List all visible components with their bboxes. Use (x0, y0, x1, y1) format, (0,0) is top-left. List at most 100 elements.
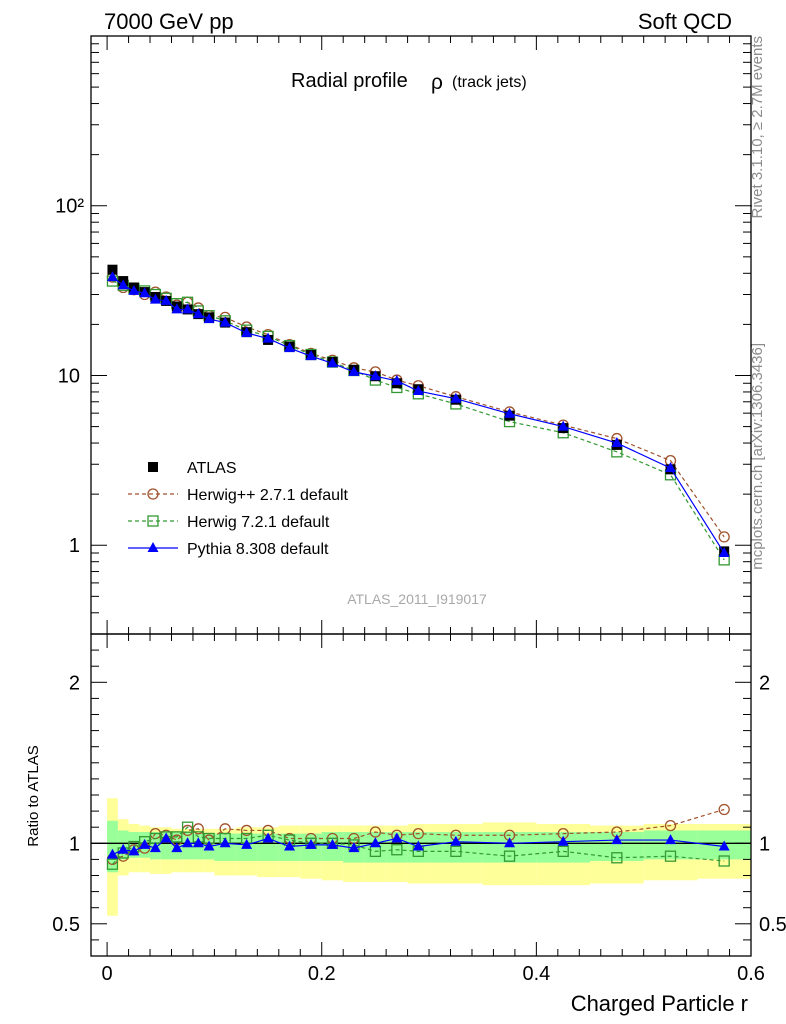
pythia-ratio-point (450, 835, 462, 846)
pythia-point (160, 294, 172, 305)
pythia-ratio-point (326, 838, 338, 849)
legend-entry-atlas: ATLAS (187, 460, 237, 477)
pythia-ratio-point (139, 838, 151, 849)
pythia-ratio-point (106, 848, 118, 859)
pythia-point (106, 271, 118, 282)
mcplots-label: mcplots.cern.ch [arXiv:1306.3436] (749, 343, 766, 570)
pythia-ratio-point (117, 843, 129, 854)
legend-entry-pythia: Pythia 8.308 default (187, 541, 329, 558)
ratio-frame (90, 633, 752, 957)
analysis-watermark: ATLAS_2011_I919017 (347, 591, 487, 607)
pythia-point (326, 357, 338, 368)
pythia-ratio-point (262, 832, 274, 843)
pythia-point (369, 370, 381, 381)
x-tick-label: 0.2 (308, 963, 336, 985)
herwig7-ratio-point (171, 831, 183, 843)
y-tick-label: 1 (69, 535, 80, 557)
pythia-point (450, 392, 462, 403)
herwigpp-ratio-point (718, 803, 730, 816)
ratio-series (106, 803, 730, 870)
herwig7-ratio-point (557, 845, 569, 857)
pythia-point (284, 342, 296, 353)
pythia-ratio-point (149, 842, 161, 853)
ratio-y-tick-label-right: 0.5 (759, 914, 786, 936)
x-tick-label: 0.4 (522, 963, 550, 985)
pythia-ratio-point (305, 838, 317, 849)
pythia-ratio-point (171, 842, 183, 853)
legend-marker-herwig7 (147, 515, 159, 527)
pythia-point (665, 462, 677, 473)
herwig7-ratio-point (718, 855, 730, 867)
herwig7-line (112, 280, 725, 561)
herwigpp-ratio-point (192, 823, 204, 835)
pythia-ratio-point (348, 842, 360, 853)
legend-marker-pythia (147, 542, 159, 552)
main-series (106, 264, 730, 566)
pythia-point (241, 326, 253, 337)
pythia-point (557, 420, 569, 431)
herwig7-ratio-point (106, 858, 119, 870)
pythia-ratio-point (182, 837, 194, 848)
ratio-y-tick-label-right: 2 (759, 672, 770, 694)
x-tick-label: 0.6 (737, 963, 765, 985)
ratio-y-tick-label: 2 (69, 672, 80, 694)
legend: ATLAS Herwig++ 2.7.1 default Herwig 7.2.1 … (128, 460, 349, 558)
pythia-point (611, 437, 623, 448)
herwigpp-ratio-point (240, 824, 253, 837)
main-title: Radial profile (291, 70, 408, 92)
pythia-point (219, 316, 231, 327)
main-panel: 1 10 10² Radial profile ρ (track jets) ATL… (55, 35, 752, 635)
pythia-point (182, 303, 194, 314)
rivet-label: Rivet 3.1.10, ≥ 2.7M events (749, 36, 766, 219)
pythia-ratio-point (504, 837, 516, 848)
herwigpp-ratio-point (412, 827, 424, 840)
y-tick-label: 10² (55, 196, 84, 218)
x-tick-label: 0 (102, 963, 113, 985)
pythia-point (412, 385, 424, 396)
herwig7-ratio-point (664, 850, 677, 862)
pythia-ratio-point (391, 832, 403, 843)
atlas-point (107, 264, 118, 275)
pythia-ratio-point (718, 840, 730, 851)
pythia-ratio-point (284, 840, 296, 851)
pythia-ratio-point (611, 834, 623, 845)
herwigpp-ratio-point (369, 826, 382, 838)
ratio-y-tick-label: 0.5 (52, 914, 80, 936)
pythia-ratio-point (219, 837, 231, 848)
herwig7-ratio-point (181, 821, 194, 833)
pythia-ratio-point (160, 832, 172, 843)
y-tick-label: 10 (58, 365, 80, 387)
header-right: Soft QCD (638, 9, 732, 34)
pythia-point (262, 332, 274, 343)
pythia-ratio-point (203, 840, 215, 851)
legend-marker-herwigpp (147, 488, 159, 500)
pythia-ratio-point (412, 840, 424, 851)
herwig7-ratio-point (391, 844, 403, 856)
x-axis-label: Charged Particle r (571, 991, 748, 1016)
pythia-point (203, 313, 215, 324)
pythia-ratio-point (192, 837, 204, 848)
uncertainty-band-green (107, 820, 118, 873)
pythia-point (139, 287, 151, 298)
pythia-point (117, 279, 129, 290)
herwigpp-ratio-point (664, 819, 677, 832)
herwigpp-ratio-line (112, 808, 725, 860)
ratio-y-tick-label-right: 1 (759, 833, 770, 855)
ratio-ylabel: Ratio to ATLAS (25, 745, 42, 846)
legend-entry-herwigpp: Herwig++ 2.7.1 default (187, 487, 349, 504)
uncertainty-band-green (160, 832, 172, 860)
pythia-ratio-point (369, 837, 381, 848)
pythia-point (149, 293, 161, 304)
pythia-ratio-point (557, 835, 569, 846)
pythia-point (391, 374, 403, 385)
ratio-y-tick-label: 1 (69, 833, 80, 855)
herwig7-ratio-line (112, 826, 725, 865)
herwig7-ratio-point (611, 852, 623, 864)
legend-entry-herwig7: Herwig 7.2.1 default (187, 514, 330, 531)
pythia-ratio-point (665, 834, 677, 845)
pythia-point (192, 308, 204, 319)
uncertainty-band-green (482, 832, 537, 863)
main-title-symbol: ρ (431, 71, 443, 94)
pythia-point (504, 407, 516, 418)
